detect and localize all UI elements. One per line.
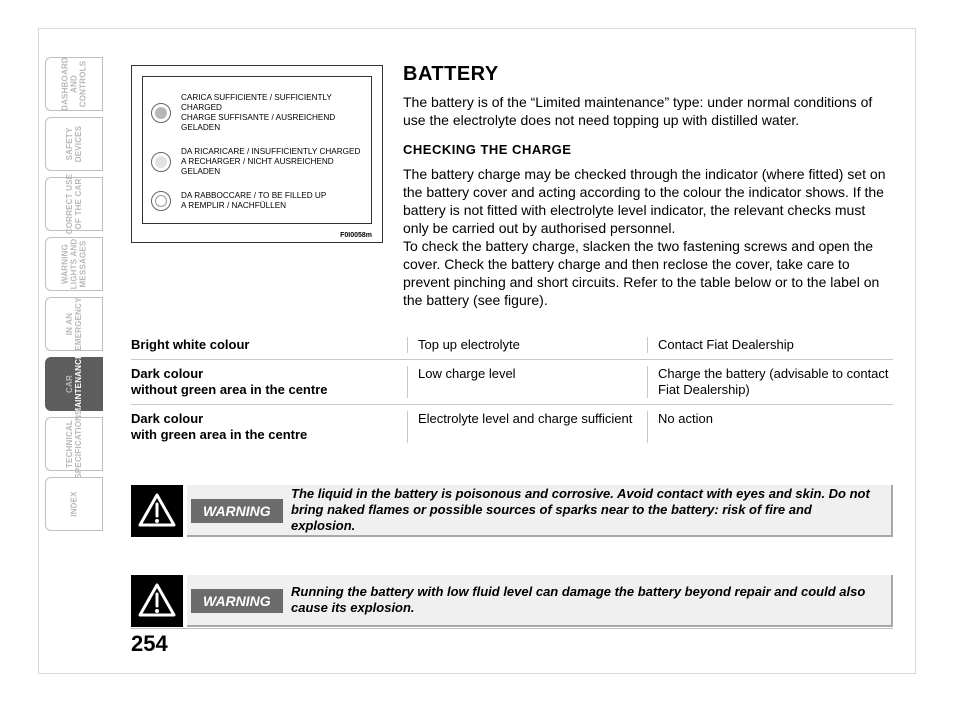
cell-action: Charge the battery (advisable to contact…: [647, 366, 893, 398]
section-title: BATTERY: [403, 65, 893, 83]
subsection-title: CHECKING THE CHARGE: [403, 141, 893, 159]
tab-safety-devices[interactable]: SAFETY DEVICES: [45, 117, 103, 171]
cell-meaning: Top up electrolyte: [407, 337, 647, 353]
table-row: Dark colour without green area in the ce…: [131, 359, 893, 404]
figure-row: DA RABBOCCARE / TO BE FILLED UP A REMPLI…: [151, 191, 363, 211]
cell-indicator: Dark colour with green area in the centr…: [131, 411, 407, 443]
tab-label: WARNING LIGHTS AND MESSAGES: [61, 239, 88, 290]
indicator-dot: [155, 156, 167, 168]
tab-correct-use[interactable]: CORRECT USE OF THE CAR: [45, 177, 103, 231]
tab-car-maintenance[interactable]: CAR MAINTENANCE: [45, 357, 103, 411]
figure-caption: F0I0058m: [340, 232, 372, 239]
figure-row: CARICA SUFFICIENTE / SUFFICIENTLY CHARGE…: [151, 93, 363, 133]
figure-text: CARICA SUFFICIENTE / SUFFICIENTLY CHARGE…: [181, 93, 363, 133]
cell-meaning: Electrolyte level and charge sufficient: [407, 411, 647, 443]
warning-body: The liquid in the battery is poisonous a…: [187, 485, 893, 537]
warning-text: Running the battery with low fluid level…: [291, 584, 877, 616]
indicator-dot-wrap: [151, 152, 171, 172]
tab-label: IN AN EMERGENCY: [65, 297, 83, 350]
warning-icon: [131, 575, 183, 627]
figure-line: CARICA SUFFICIENTE / SUFFICIENTLY CHARGE…: [181, 93, 363, 113]
warning-box: Running the battery with low fluid level…: [131, 569, 893, 633]
cell-action: No action: [647, 411, 893, 443]
indicator-dot: [155, 107, 167, 119]
figure-line: A REMPLIR / NACHFÜLLEN: [181, 201, 326, 211]
tab-dashboard-controls[interactable]: DASHBOARD AND CONTROLS: [45, 57, 103, 111]
warning-label: WARNING: [191, 589, 283, 613]
tab-label: SAFETY DEVICES: [65, 126, 83, 163]
sidebar-tabs: DASHBOARD AND CONTROLS SAFETY DEVICES CO…: [45, 57, 103, 537]
figure-line: CHARGE SUFFISANTE / AUSREICHEND GELADEN: [181, 113, 363, 133]
cell-meaning: Low charge level: [407, 366, 647, 398]
tab-label: INDEX: [70, 491, 79, 516]
table-row: Dark colour with green area in the centr…: [131, 404, 893, 449]
figure-line: DA RABBOCCARE / TO BE FILLED UP: [181, 191, 326, 201]
indicator-dot: [155, 195, 167, 207]
tab-technical-specs[interactable]: TECHNICAL SPECIFICATIONS: [45, 417, 103, 471]
tab-index[interactable]: INDEX: [45, 477, 103, 531]
warning-text: The liquid in the battery is poisonous a…: [291, 486, 877, 534]
main-text: BATTERY The battery is of the “Limited m…: [403, 65, 893, 321]
warning-box: The liquid in the battery is poisonous a…: [131, 479, 893, 543]
table-row: Bright white colour Top up electrolyte C…: [131, 331, 893, 359]
warning-body: Running the battery with low fluid level…: [187, 575, 893, 627]
figure-row: DA RICARICARE / INSUFFICIENTLY CHARGED A…: [151, 147, 363, 177]
indicator-dot-wrap: [151, 191, 171, 211]
cell-indicator: Bright white colour: [131, 337, 407, 353]
warning-label: WARNING: [191, 499, 283, 523]
cell-text: Dark colour: [131, 366, 397, 382]
intro-paragraph: The battery is of the “Limited maintenan…: [403, 93, 893, 129]
tab-label: CAR MAINTENANCE: [65, 353, 83, 414]
figure-line: DA RICARICARE / INSUFFICIENTLY CHARGED: [181, 147, 363, 157]
page-number: 254: [131, 631, 168, 657]
indicator-dot-wrap: [151, 103, 171, 123]
body-paragraph: The battery charge may be checked throug…: [403, 165, 893, 309]
tab-label: DASHBOARD AND CONTROLS: [61, 57, 88, 111]
page-frame: DASHBOARD AND CONTROLS SAFETY DEVICES CO…: [38, 28, 916, 674]
cell-text: Bright white colour: [131, 337, 397, 353]
tab-label: CORRECT USE OF THE CAR: [65, 174, 83, 234]
tab-warning-lights[interactable]: WARNING LIGHTS AND MESSAGES: [45, 237, 103, 291]
cell-indicator: Dark colour without green area in the ce…: [131, 366, 407, 398]
cell-text: without green area in the centre: [131, 382, 397, 398]
warning-icon: [131, 485, 183, 537]
figure-text: DA RICARICARE / INSUFFICIENTLY CHARGED A…: [181, 147, 363, 177]
cell-action: Contact Fiat Dealership: [647, 337, 893, 353]
figure-line: A RECHARGER / NICHT AUSREICHEND GELADEN: [181, 157, 363, 177]
tab-label: TECHNICAL SPECIFICATIONS: [65, 409, 83, 478]
tab-emergency[interactable]: IN AN EMERGENCY: [45, 297, 103, 351]
figure-text: DA RABBOCCARE / TO BE FILLED UP A REMPLI…: [181, 191, 326, 211]
figure-inner: CARICA SUFFICIENTE / SUFFICIENTLY CHARGE…: [142, 76, 372, 224]
footer-rule: [131, 628, 893, 629]
charge-table: Bright white colour Top up electrolyte C…: [131, 331, 893, 449]
battery-indicator-figure: CARICA SUFFICIENTE / SUFFICIENTLY CHARGE…: [131, 65, 383, 243]
cell-text: Dark colour: [131, 411, 397, 427]
cell-text: with green area in the centre: [131, 427, 397, 443]
